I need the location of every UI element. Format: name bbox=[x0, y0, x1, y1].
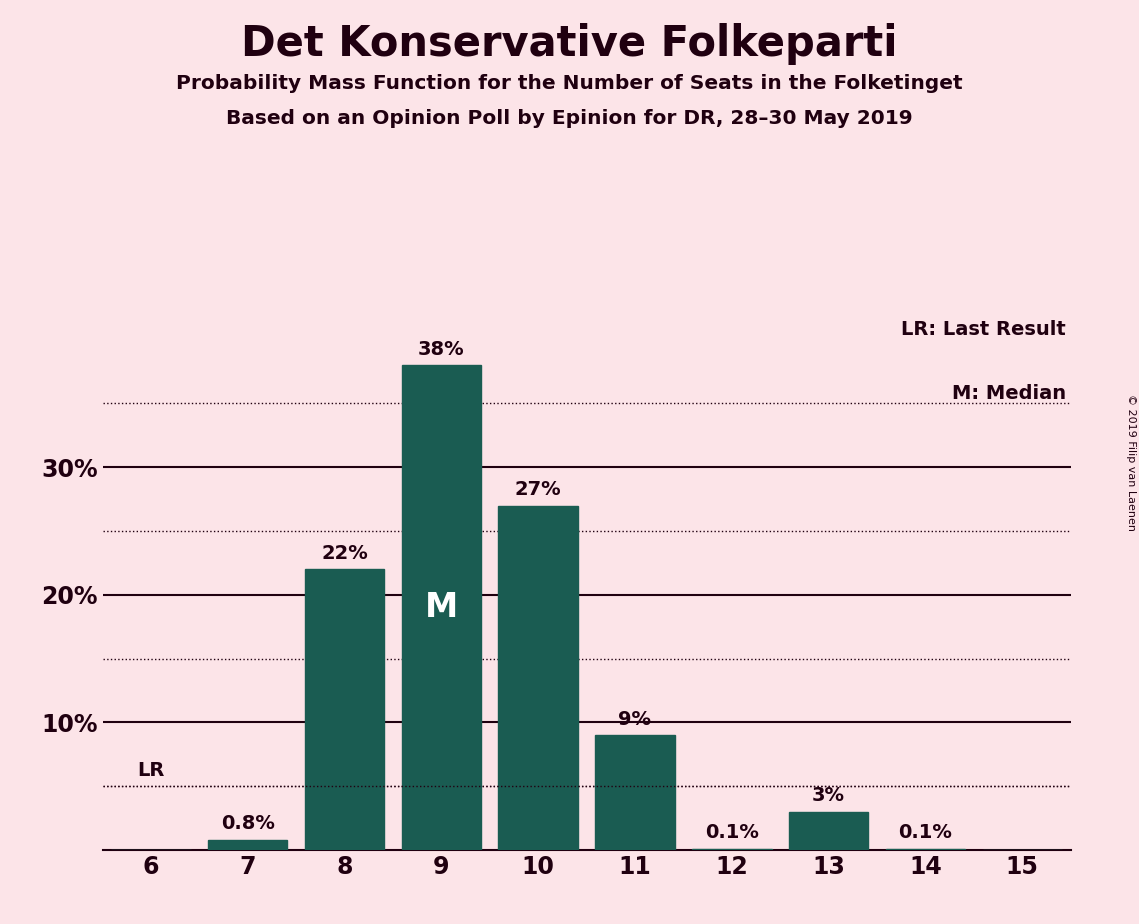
Text: 38%: 38% bbox=[418, 340, 465, 359]
Text: Probability Mass Function for the Number of Seats in the Folketinget: Probability Mass Function for the Number… bbox=[177, 74, 962, 93]
Bar bbox=[789, 812, 868, 850]
Text: LR: Last Result: LR: Last Result bbox=[901, 320, 1066, 338]
Text: M: M bbox=[425, 591, 458, 624]
Text: Det Konservative Folkeparti: Det Konservative Folkeparti bbox=[241, 23, 898, 65]
Text: 0.8%: 0.8% bbox=[221, 814, 274, 833]
Text: M: Median: M: Median bbox=[952, 383, 1066, 403]
Bar bbox=[886, 849, 965, 850]
Text: Based on an Opinion Poll by Epinion for DR, 28–30 May 2019: Based on an Opinion Poll by Epinion for … bbox=[227, 109, 912, 128]
Bar bbox=[693, 849, 771, 850]
Bar bbox=[402, 365, 481, 850]
Bar bbox=[208, 840, 287, 850]
Bar bbox=[305, 569, 384, 850]
Bar bbox=[596, 736, 674, 850]
Text: 3%: 3% bbox=[812, 786, 845, 806]
Bar bbox=[499, 505, 577, 850]
Text: 22%: 22% bbox=[321, 544, 368, 563]
Text: LR: LR bbox=[137, 760, 165, 780]
Text: 0.1%: 0.1% bbox=[899, 823, 952, 843]
Text: 0.1%: 0.1% bbox=[705, 823, 759, 843]
Text: © 2019 Filip van Laenen: © 2019 Filip van Laenen bbox=[1126, 394, 1136, 530]
Text: 27%: 27% bbox=[515, 480, 562, 499]
Text: 9%: 9% bbox=[618, 710, 652, 729]
